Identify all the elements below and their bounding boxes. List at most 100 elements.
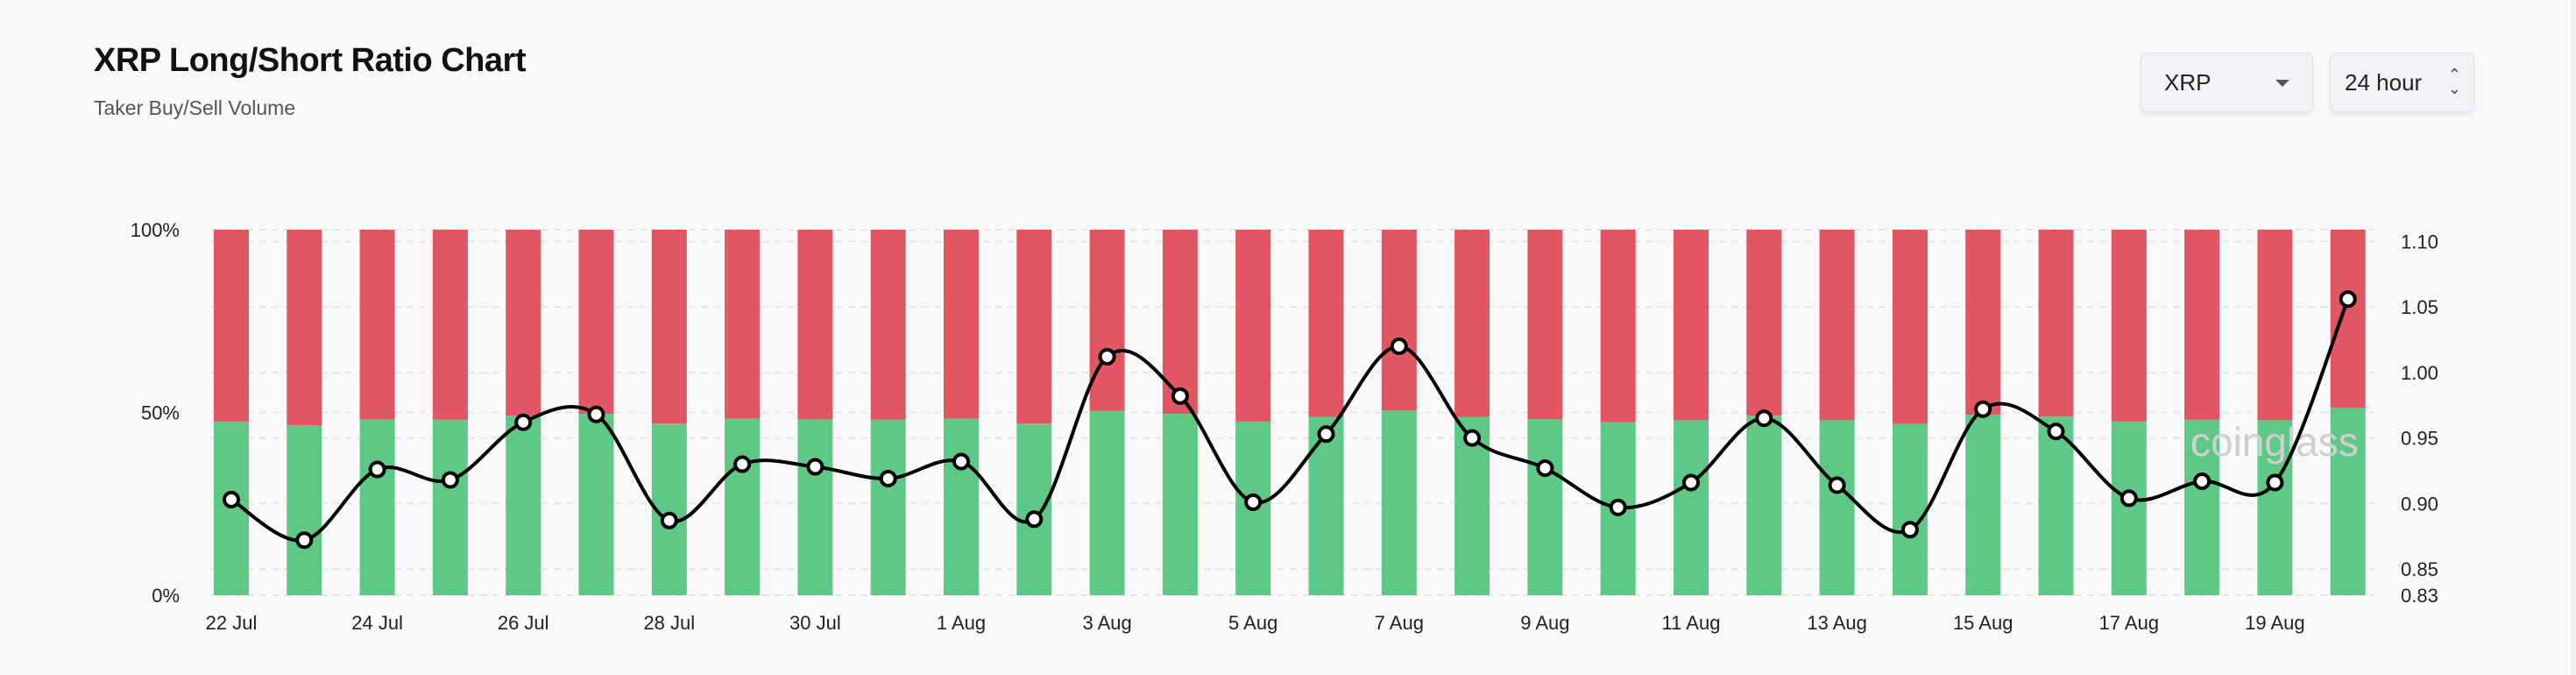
ratio-point — [441, 471, 459, 489]
ratio-point — [1390, 338, 1408, 356]
ratio-point — [1755, 409, 1773, 428]
right-axis-tick-label: 1.05 — [2401, 296, 2438, 318]
short-bar — [1381, 230, 1417, 411]
x-axis-tick-label: 11 Aug — [1662, 612, 1721, 634]
watermark-logo: coinglass — [2190, 419, 2359, 465]
short-bar — [214, 230, 249, 422]
long-bar — [1381, 410, 1417, 595]
short-bar — [1089, 230, 1125, 411]
ratio-point — [368, 460, 386, 479]
right-axis-tick-label: 0.95 — [2401, 428, 2438, 450]
long-bar — [1016, 423, 1052, 595]
ratio-point — [587, 405, 605, 423]
long-bar — [506, 416, 541, 595]
long-bar — [870, 419, 906, 595]
long-bar — [1819, 420, 1855, 595]
ratio-point — [1974, 400, 1992, 418]
ratio-point — [2266, 473, 2284, 492]
x-axis-tick-label: 1 Aug — [937, 612, 986, 634]
short-bar — [725, 230, 761, 419]
long-bar — [1674, 420, 1709, 595]
short-bar — [1892, 230, 1928, 424]
long-bar — [2038, 416, 2074, 595]
short-bar — [651, 230, 687, 424]
short-bar — [287, 230, 322, 426]
x-axis-tick-label: 26 Jul — [498, 612, 549, 634]
ratio-point — [1828, 476, 1846, 494]
long-bar — [725, 418, 761, 595]
ratio-point — [1171, 387, 1189, 405]
short-bar — [359, 230, 395, 420]
ratio-point — [1609, 498, 1627, 516]
ratio-point — [1900, 521, 1919, 539]
long-bar — [1162, 414, 1198, 595]
short-bar — [2330, 230, 2366, 409]
short-bar — [1674, 230, 1709, 421]
interval-select-value: 24 hour — [2345, 68, 2423, 96]
x-axis-tick-label: 15 Aug — [1953, 612, 2013, 634]
short-bar — [1819, 230, 1855, 421]
long-bar — [432, 419, 468, 595]
long-bar — [578, 414, 614, 595]
ratio-line — [230, 298, 2350, 543]
ratio-point — [1536, 459, 1554, 478]
short-bar — [1454, 230, 1490, 417]
x-axis-tick-label: 5 Aug — [1228, 612, 1277, 634]
x-axis-tick-label: 28 Jul — [643, 612, 695, 634]
left-axis-tick-label: 100% — [131, 219, 180, 241]
ratio-point — [879, 469, 897, 487]
short-bar — [1965, 230, 2001, 416]
short-bar — [870, 230, 906, 420]
caret-down-icon — [2275, 80, 2289, 87]
ratio-point — [223, 490, 240, 508]
right-axis-tick-label: 0.83 — [2401, 585, 2438, 607]
x-axis-tick-label: 17 Aug — [2099, 612, 2160, 634]
short-bar — [1308, 230, 1344, 417]
short-bar — [2184, 230, 2220, 420]
long-bar — [1965, 415, 2001, 595]
long-bar — [2330, 408, 2366, 595]
scrollbar[interactable] — [2571, 0, 2576, 675]
short-bar — [432, 230, 468, 420]
ratio-point — [733, 455, 752, 473]
long-bar — [1089, 410, 1125, 595]
short-bar — [1600, 230, 1636, 423]
long-bar — [1892, 423, 1928, 595]
long-bar — [1308, 416, 1344, 595]
ratio-point — [2193, 472, 2212, 490]
ratio-point — [806, 458, 824, 476]
page-title: XRP Long/Short Ratio Chart — [94, 42, 526, 79]
short-bar — [1235, 230, 1271, 422]
right-axis-tick-label: 0.85 — [2401, 558, 2438, 580]
short-bar — [944, 230, 979, 419]
x-axis-tick-label: 19 Aug — [2245, 612, 2305, 634]
x-axis-tick-label: 22 Jul — [206, 612, 258, 634]
symbol-select-value: XRP — [2164, 68, 2212, 96]
long-bar — [287, 425, 322, 595]
interval-select[interactable]: 24 hour ⌃ ⌄ — [2330, 53, 2474, 112]
short-bar — [506, 230, 541, 416]
page-subtitle: Taker Buy/Sell Volume — [94, 96, 296, 119]
long-bar — [359, 419, 395, 595]
short-bar — [797, 230, 833, 420]
ratio-point — [2339, 290, 2357, 309]
x-axis-tick-label: 7 Aug — [1375, 612, 1424, 634]
short-bar — [1016, 230, 1052, 424]
left-axis-tick-label: 0% — [152, 585, 180, 607]
short-bar — [2038, 230, 2074, 417]
short-bar — [1746, 230, 1782, 416]
ratio-point — [2047, 423, 2065, 441]
long-bar — [1746, 416, 1782, 595]
long-bar — [1527, 419, 1563, 595]
long-bar — [797, 419, 833, 595]
long-bar — [944, 418, 979, 595]
ratio-point — [660, 511, 678, 529]
long-bar — [2257, 420, 2293, 595]
ratio-point — [295, 531, 314, 550]
short-bar — [1527, 230, 1563, 420]
ratio-point — [1317, 425, 1335, 444]
ratio-point — [1682, 473, 1700, 492]
x-axis-tick-label: 24 Jul — [351, 612, 403, 634]
symbol-select[interactable]: XRP — [2141, 53, 2313, 112]
